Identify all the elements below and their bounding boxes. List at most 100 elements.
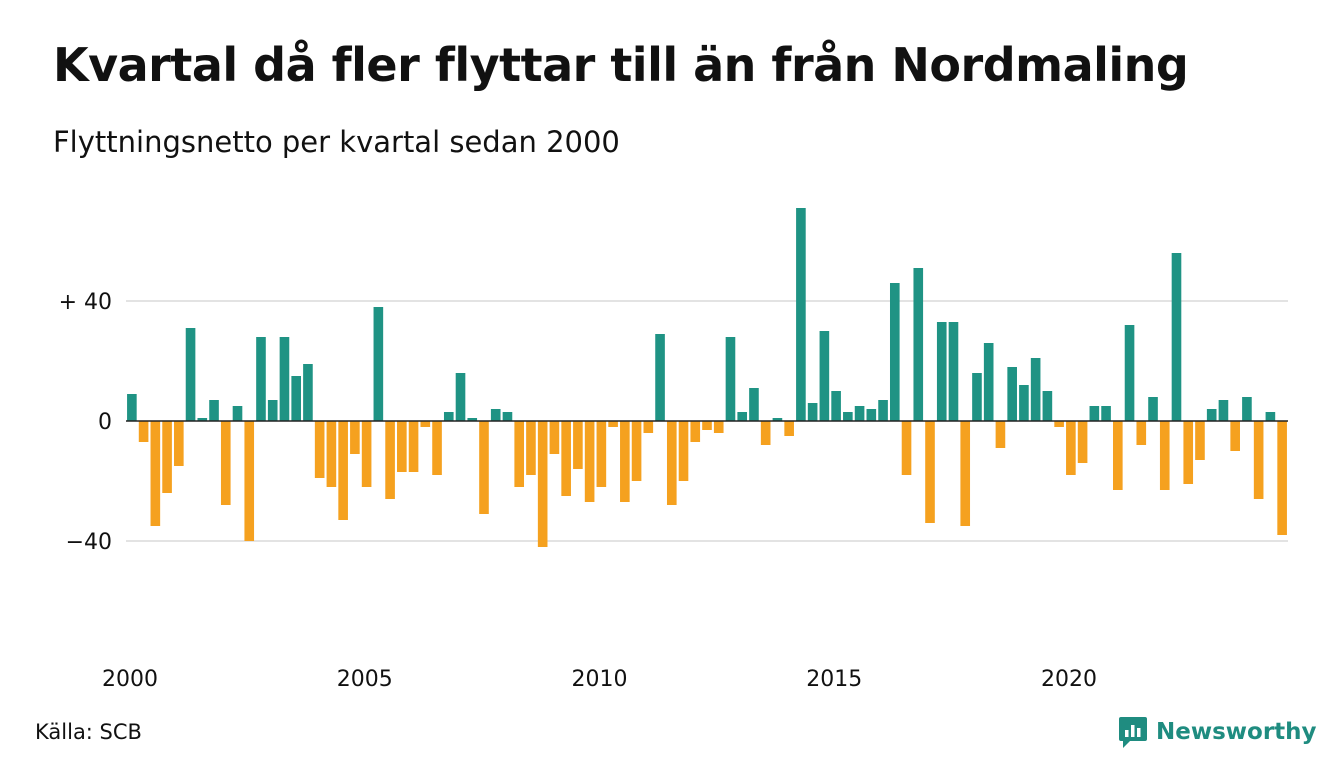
bar	[925, 421, 935, 523]
bars	[127, 208, 1287, 547]
y-tick-label: 0	[98, 410, 112, 435]
bar	[514, 421, 525, 487]
bar	[420, 421, 431, 427]
bar	[479, 421, 489, 514]
axes: + 40 0 −40 2000 2005 2010 2015 2020	[59, 290, 1288, 692]
bar	[432, 421, 442, 475]
bar	[561, 421, 571, 496]
bar	[314, 421, 325, 478]
bar	[1195, 421, 1205, 460]
bar	[1148, 397, 1158, 421]
x-tick-label: 2010	[571, 667, 627, 692]
bar	[1136, 421, 1147, 445]
bar	[267, 400, 278, 421]
bar	[326, 421, 337, 487]
bar	[1019, 385, 1029, 421]
bar	[1007, 367, 1017, 421]
bar	[526, 421, 536, 475]
bar	[1171, 253, 1182, 421]
x-tick-label: 2000	[102, 667, 158, 692]
x-tick-label: 2015	[806, 667, 862, 692]
bar	[1218, 400, 1229, 421]
bar	[127, 394, 137, 421]
chart-title: Kvartal då fler flyttar till än från Nor…	[53, 38, 1189, 92]
bar	[209, 400, 219, 421]
bar	[408, 421, 419, 472]
bar	[232, 406, 243, 421]
newsworthy-logo-icon	[1119, 717, 1147, 748]
bar	[796, 208, 806, 421]
bar	[385, 421, 395, 499]
bar	[256, 337, 266, 421]
bar	[1265, 412, 1276, 421]
source-note: Källa: SCB	[35, 720, 142, 744]
bar	[960, 421, 971, 526]
bar	[162, 421, 172, 493]
bar-chart: + 40 0 −40 2000 2005 2010 2015 2020	[59, 208, 1288, 692]
bar	[150, 421, 161, 526]
bar	[291, 376, 301, 421]
bar	[455, 373, 466, 421]
bar	[1089, 406, 1100, 421]
bar	[913, 268, 924, 421]
bar	[1113, 421, 1123, 490]
bar	[948, 322, 959, 421]
bar	[866, 409, 877, 421]
bar	[843, 412, 853, 421]
bar	[338, 421, 348, 520]
bar	[1066, 421, 1076, 475]
bar	[584, 421, 595, 502]
bar	[467, 418, 478, 421]
bar	[1253, 421, 1264, 499]
bar	[185, 328, 196, 421]
chart-subtitle: Flyttningsnetto per kvartal sedan 2000	[53, 125, 620, 159]
bar	[1183, 421, 1194, 484]
bar	[490, 409, 501, 421]
bar	[995, 421, 1006, 448]
bar	[279, 337, 290, 421]
brand-name: Newsworthy	[1156, 719, 1317, 745]
bar	[678, 421, 689, 481]
bar	[702, 421, 712, 430]
bar	[819, 331, 830, 421]
y-tick-label: + 40	[59, 290, 112, 315]
bar	[983, 343, 994, 421]
bar	[725, 337, 736, 421]
bar	[690, 421, 701, 442]
bar	[1159, 421, 1170, 490]
bar	[1230, 421, 1240, 451]
bar	[197, 418, 208, 421]
bar	[174, 421, 184, 466]
bar	[666, 421, 677, 505]
x-tick-label: 2005	[337, 667, 393, 692]
bar	[655, 334, 665, 421]
bar	[1101, 406, 1111, 421]
bar	[138, 421, 149, 442]
bar	[596, 421, 607, 487]
bar	[737, 412, 748, 421]
bar	[772, 418, 783, 421]
bar	[854, 406, 865, 421]
bar	[443, 412, 454, 421]
bar	[643, 421, 654, 433]
x-tick-label: 2020	[1041, 667, 1097, 692]
bar	[1242, 397, 1252, 421]
bar	[620, 421, 630, 502]
bar	[1030, 358, 1041, 421]
bar	[1206, 409, 1217, 421]
bar	[889, 283, 900, 421]
bar	[1277, 421, 1287, 535]
bar	[631, 421, 642, 481]
bar	[1124, 325, 1135, 421]
y-tick-label: −40	[66, 530, 112, 555]
bar	[831, 391, 841, 421]
bar	[573, 421, 583, 469]
bar	[878, 400, 888, 421]
bar	[303, 364, 313, 421]
bar	[549, 421, 560, 454]
brand-logo: Newsworthy	[1118, 714, 1317, 750]
bar	[361, 421, 372, 487]
bar	[760, 421, 771, 445]
bar	[901, 421, 912, 475]
bar	[502, 412, 513, 421]
